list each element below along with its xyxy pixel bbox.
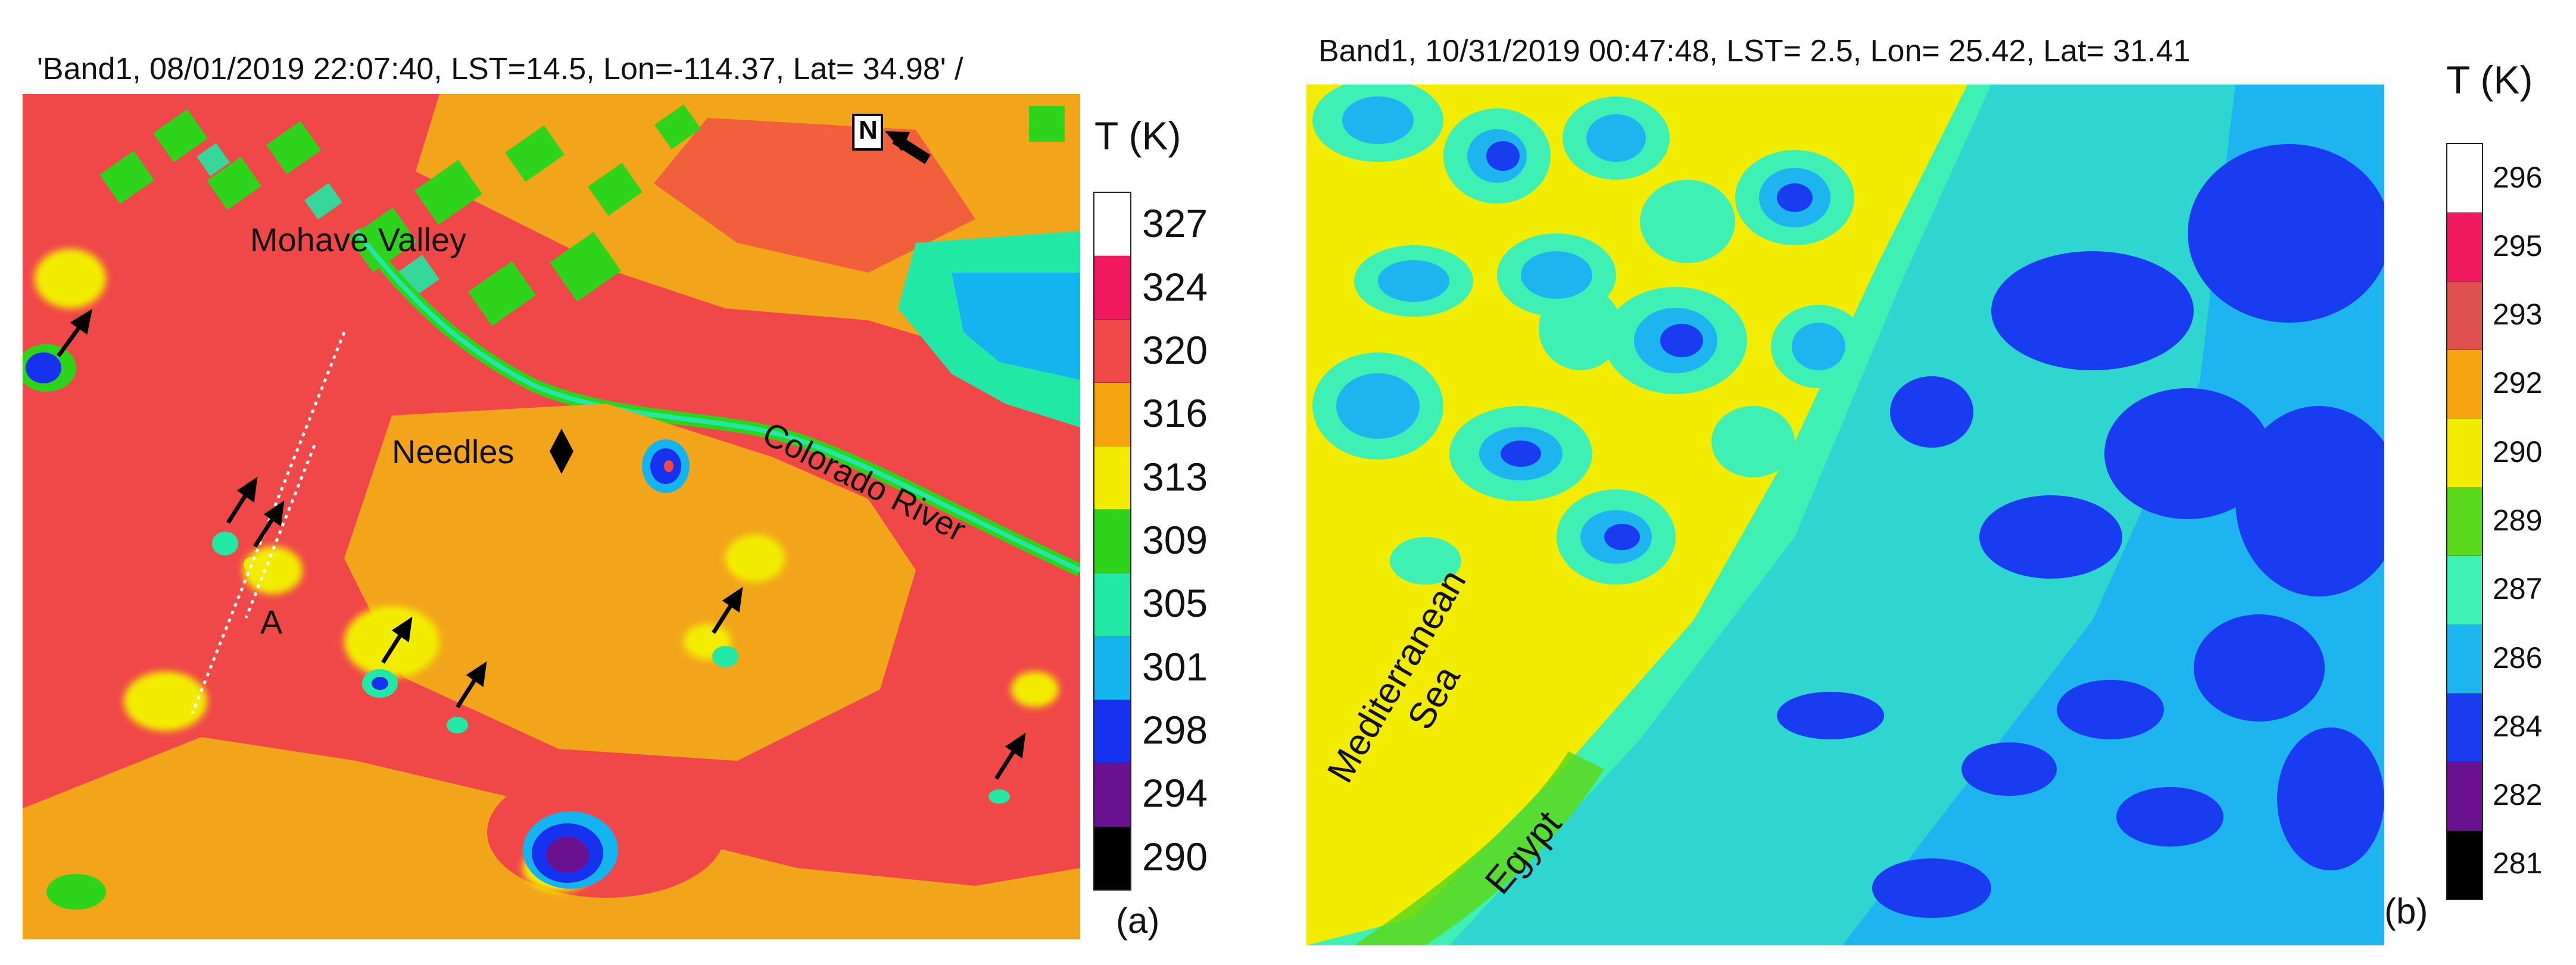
panel-a-colorbar-title: T (K) xyxy=(1094,114,1181,158)
panel-b-colorbar-title: T (K) xyxy=(2446,58,2533,102)
colorbar-tick-label: 327 xyxy=(1142,201,1208,246)
survey-lines xyxy=(191,332,346,714)
panel-b-map-image xyxy=(1306,85,2384,945)
colorbar-segment xyxy=(2447,419,2482,488)
sea-cool-patches xyxy=(1312,85,1866,585)
colorbar-segment xyxy=(2447,350,2482,419)
colorbar-tick-label: 313 xyxy=(1142,454,1208,499)
colorbar-segment xyxy=(1094,699,1130,764)
colorbar-segment xyxy=(1094,510,1130,573)
colorbar-tick-label: 316 xyxy=(1142,391,1208,436)
colorbar-segment xyxy=(2447,281,2482,351)
panel-a-label: (a) xyxy=(1116,901,1160,941)
north-arrow-icon xyxy=(852,114,931,164)
panel-a-title: 'Band1, 08/01/2019 22:07:40, LST=14.5, L… xyxy=(37,52,963,86)
label-a: A xyxy=(260,603,283,641)
colorbar-segment xyxy=(2447,624,2482,694)
colorbar-segment xyxy=(2447,556,2482,625)
cool-spots xyxy=(23,344,1010,910)
colorbar-segment xyxy=(2447,762,2482,831)
colorbar-segment xyxy=(2447,144,2482,213)
colorbar-segment xyxy=(1094,446,1130,510)
panel-b-thermal-map xyxy=(1306,85,2384,945)
panel-b-label: (b) xyxy=(2384,891,2428,931)
panel-b-colorbar xyxy=(2446,143,2483,900)
colorbar-segment xyxy=(1094,573,1130,637)
colorbar-tick-label: 287 xyxy=(2493,572,2543,606)
colorbar-tick-label: 296 xyxy=(2493,160,2543,194)
colorbar-segment xyxy=(2447,213,2482,282)
colorbar-tick-label: 292 xyxy=(2493,366,2543,400)
colorbar-segment xyxy=(1094,193,1130,257)
colorbar-tick-label: 281 xyxy=(2493,847,2543,880)
colorbar-tick-label: 290 xyxy=(1142,834,1208,879)
colorbar-tick-label: 284 xyxy=(2493,709,2543,743)
colorbar-segment xyxy=(1094,256,1130,320)
colorbar-segment xyxy=(1094,383,1130,446)
panel-a-colorbar-ticks: 327 324 320 316 313 309 305 301 298 294 290 xyxy=(1142,192,1249,888)
colorbar-tick-label: 301 xyxy=(1142,644,1208,689)
colorbar-segment xyxy=(1094,763,1130,827)
colorbar-segment xyxy=(2447,830,2482,899)
colorbar-tick-label: 293 xyxy=(2493,298,2543,332)
label-mohave-valley: Mohave Valley xyxy=(250,221,467,258)
panel-b-title: Band1, 10/31/2019 00:47:48, LST= 2.5, Lo… xyxy=(1318,34,2191,68)
colorbar-tick-label: 309 xyxy=(1142,518,1208,562)
colorbar-tick-label: 320 xyxy=(1142,327,1208,372)
colorbar-segment xyxy=(1094,636,1130,700)
arrows xyxy=(57,308,1026,780)
colorbar-segment xyxy=(1094,826,1130,889)
colorbar-tick-label: 295 xyxy=(2493,229,2543,263)
colorbar-tick-label: 286 xyxy=(2493,641,2543,674)
panel-a-map-image xyxy=(23,94,1080,939)
north-label: N xyxy=(859,115,878,145)
colorbar-tick-label: 282 xyxy=(2493,778,2543,812)
colorbar-segment xyxy=(1094,319,1130,383)
colorbar-segment xyxy=(2447,487,2482,557)
panel-b-colorbar-ticks: 296 295 293 292 290 289 287 286 284 282 281 xyxy=(2493,143,2564,898)
colorbar-segment xyxy=(2447,693,2482,763)
panel-a-colorbar xyxy=(1093,192,1131,891)
needles-marker-icon xyxy=(550,429,573,474)
colorbar-tick-label: 324 xyxy=(1142,264,1208,309)
colorbar-tick-label: 298 xyxy=(1142,708,1208,752)
panel-a-thermal-map xyxy=(23,94,1080,939)
colorbar-tick-label: 294 xyxy=(1142,771,1208,816)
colorbar-tick-label: 290 xyxy=(2493,435,2543,469)
colorbar-tick-label: 289 xyxy=(2493,504,2543,537)
colorbar-tick-label: 305 xyxy=(1142,581,1208,626)
label-needles: Needles xyxy=(392,433,514,470)
